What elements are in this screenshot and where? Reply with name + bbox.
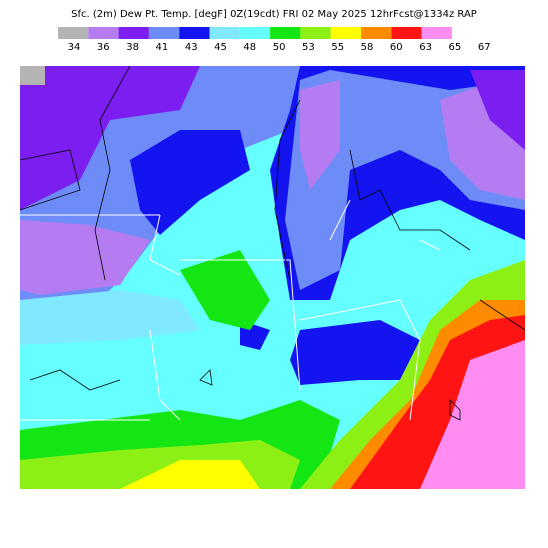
colorbar-label: 63	[419, 42, 432, 53]
region	[20, 220, 150, 295]
colorbar-label: 43	[185, 42, 198, 53]
region	[130, 130, 250, 235]
map	[19, 65, 526, 489]
colorbar-label: 45	[214, 42, 227, 53]
colorbar-label: 55	[331, 42, 344, 53]
region	[20, 66, 45, 85]
region	[120, 460, 260, 489]
colorbar-swatch	[209, 27, 240, 39]
colorbar-label: 58	[361, 42, 374, 53]
borders	[20, 199, 441, 421]
colorbar-swatch	[361, 27, 392, 39]
contours	[19, 65, 526, 421]
colorbar-swatch	[88, 27, 119, 39]
colorbar-label: 41	[156, 42, 169, 53]
colorbar-swatch	[421, 27, 452, 39]
colorbar-label: 60	[390, 42, 403, 53]
colorbar-swatch	[58, 27, 89, 39]
colorbar: 34 36 38 41 43 45 48 50 53 55 58 60 63 65 67	[58, 27, 491, 53]
colorbar-swatch	[300, 27, 331, 39]
region	[470, 70, 525, 150]
colorbar-label: 34	[68, 42, 81, 53]
colorbar-swatch	[270, 27, 301, 39]
colorbar-label: 36	[97, 42, 110, 53]
colorbar-label: 53	[302, 42, 315, 53]
colorbar-swatch	[239, 27, 271, 39]
title: Sfc. (2m) Dew Pt. Temp. [degF] 0Z(19cdt)…	[71, 9, 477, 20]
colorbar-label: 50	[273, 42, 286, 53]
colorbar-label: 48	[243, 42, 256, 53]
colorbar-label: 38	[126, 42, 139, 53]
colorbar-swatch	[179, 27, 210, 39]
colorbar-label: 67	[478, 42, 491, 53]
colorbar-swatch	[118, 27, 149, 39]
colorbar-label: 65	[449, 42, 462, 53]
region	[300, 80, 340, 190]
colorbar-swatch	[391, 27, 422, 39]
region	[420, 340, 525, 489]
region	[20, 290, 200, 345]
colorbar-swatch	[330, 27, 361, 39]
colorbar-swatch	[148, 27, 180, 39]
region	[20, 66, 200, 210]
region	[180, 250, 270, 330]
region	[290, 320, 420, 385]
